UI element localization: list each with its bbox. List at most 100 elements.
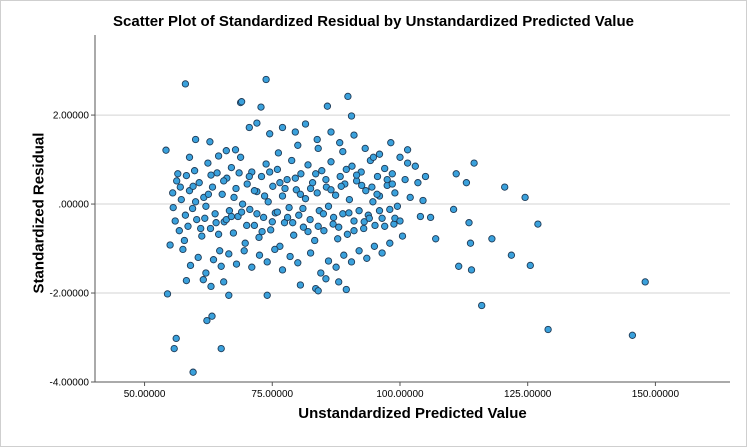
scatter-point [345, 195, 354, 204]
y-tick-label: 2.00000 [53, 111, 90, 122]
scatter-point [181, 211, 190, 219]
scatter-point [246, 205, 254, 214]
scatter-point [337, 182, 345, 190]
scatter-point [170, 344, 178, 353]
scatter-point [177, 195, 185, 204]
scatter-point [314, 287, 322, 295]
scatter-point [362, 187, 370, 195]
scatter-point [278, 123, 287, 132]
scatter-point [166, 241, 174, 249]
scatter-point [318, 167, 326, 175]
scatter-point [250, 221, 259, 230]
scatter-point [319, 210, 328, 218]
scatter-point [421, 172, 430, 181]
scatter-point [194, 253, 202, 262]
scatter-point [398, 232, 407, 240]
scatter-point [414, 179, 422, 187]
scatter-point [466, 239, 475, 247]
scatter-point [193, 215, 201, 224]
scatter-point [267, 226, 275, 234]
scatter-point [191, 198, 200, 206]
scatter-point [334, 235, 342, 243]
scatter-point [280, 219, 289, 227]
scatter-point [257, 103, 265, 111]
plot-axes [91, 35, 730, 386]
scatter-point [336, 172, 344, 181]
scatter-point [189, 368, 197, 376]
scatter-point [213, 169, 221, 177]
x-axis-label: Unstandardized Predicted Value [298, 405, 527, 422]
scatter-point [324, 202, 333, 210]
scatter-point [342, 165, 350, 174]
scatter-point [203, 316, 211, 325]
scatter-point [259, 213, 268, 222]
scatter-point [291, 128, 299, 136]
scatter-point [335, 223, 343, 231]
scatter-point [322, 175, 330, 184]
scatter-point [314, 144, 322, 153]
scatter-point [388, 180, 396, 188]
grid-lines [95, 114, 730, 294]
scatter-point [301, 120, 310, 128]
scatter-point [641, 278, 649, 286]
scatter-point [378, 214, 386, 222]
scatter-point [350, 227, 358, 235]
scatter-point [375, 150, 384, 158]
scatter-point [238, 200, 247, 208]
scatter-point [370, 242, 379, 250]
scatter-point [462, 179, 471, 187]
scatter-point [401, 175, 409, 184]
scatter-point [465, 219, 473, 227]
scatter-point [268, 218, 276, 226]
scatter-point [419, 196, 427, 205]
scatter-point [391, 189, 399, 197]
x-tick-label: 125.00000 [504, 389, 552, 400]
scatter-point [202, 269, 210, 277]
scatter-point [320, 227, 328, 235]
scatter-point [283, 175, 291, 184]
scatter-point [217, 344, 225, 353]
scatter-point [347, 112, 356, 120]
scatter-point [202, 202, 210, 210]
scatter-point [262, 160, 270, 168]
scatter-point [388, 170, 396, 178]
scatter-point [230, 193, 238, 202]
scatter-point [331, 191, 340, 199]
scatter-point [306, 184, 315, 193]
scatter-point [245, 123, 253, 132]
x-tick-label: 50.00000 [124, 389, 166, 400]
scatter-point [208, 183, 217, 191]
scatter-point [273, 208, 282, 216]
scatter-point [169, 203, 177, 212]
scatter-point [199, 276, 207, 284]
x-tick-label: 100.00000 [376, 389, 424, 400]
scatter-point [478, 301, 486, 310]
scatter-point [241, 239, 249, 247]
scatter-point [172, 334, 180, 343]
scatter-point [375, 207, 384, 215]
scatter-point [336, 139, 344, 147]
scatter-point [507, 251, 516, 259]
scatter-point [317, 269, 325, 277]
scatter-point [332, 263, 340, 271]
scatter-point [396, 217, 404, 225]
scatter-point [296, 190, 305, 198]
scatter-point [229, 229, 238, 237]
scatter-point [406, 193, 414, 202]
scatter-point [416, 212, 425, 221]
scatter-point [260, 192, 269, 200]
scatter-point [339, 210, 347, 218]
scatter-point [243, 221, 251, 230]
scatter-point [255, 251, 264, 259]
scatter-point [304, 227, 312, 236]
scatter-point [232, 260, 241, 268]
scatter-point [381, 164, 389, 173]
scatter-point [206, 138, 214, 146]
scatter-point [403, 146, 412, 154]
scatter-point [470, 159, 478, 167]
scatter-point [299, 204, 307, 213]
scatter-point [347, 258, 356, 266]
scatter-point [273, 165, 282, 174]
scatter-point [225, 250, 233, 258]
scatter-point [214, 152, 223, 160]
